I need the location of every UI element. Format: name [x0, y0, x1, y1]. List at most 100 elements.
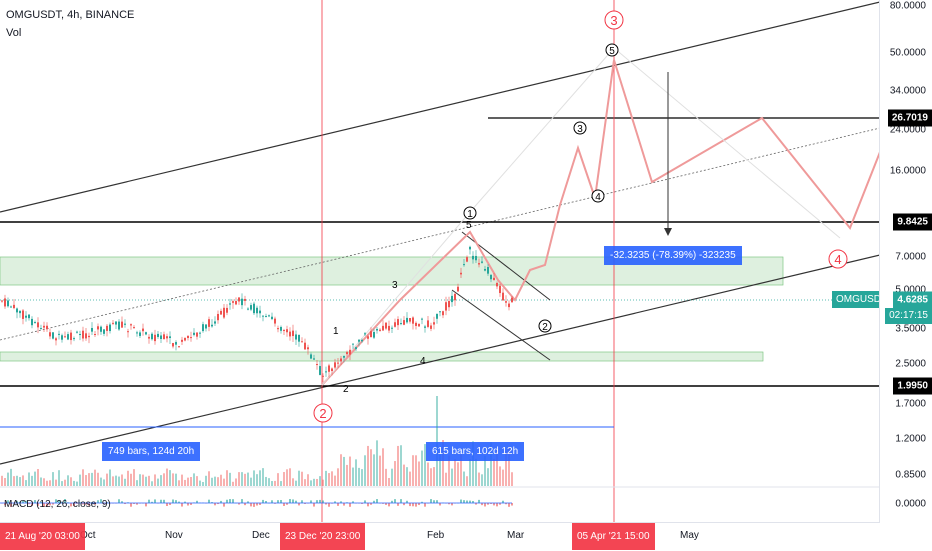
volume-bar — [61, 481, 63, 486]
volume-bar — [385, 468, 387, 486]
volume-bar — [178, 480, 180, 486]
macd-bar — [106, 502, 108, 503]
price-scale[interactable]: 80.0000 50.0000 34.0000 24.0000 16.0000 … — [879, 0, 932, 550]
candle-body — [280, 326, 282, 331]
candle-body — [70, 332, 72, 341]
candle-body — [349, 349, 351, 355]
candle-body — [46, 325, 48, 330]
volume-bar — [100, 477, 102, 486]
macd-bar — [472, 500, 474, 503]
candle-body — [214, 321, 216, 324]
projection-path[interactable] — [321, 59, 880, 386]
volume-bar — [88, 473, 90, 486]
volume-bar — [472, 441, 474, 486]
volume-bar — [400, 445, 402, 486]
volume-bar — [25, 480, 27, 486]
time-marker-mid[interactable]: 23 Dec '20 23:00 — [280, 523, 366, 550]
volume-bar — [43, 478, 45, 486]
macd-bar — [289, 499, 291, 503]
wedge-lower-line[interactable] — [451, 289, 551, 361]
volume-bar — [193, 473, 195, 486]
volume-bar — [466, 476, 468, 486]
channel-upper-line[interactable] — [0, 1, 880, 213]
macd-bar — [343, 503, 345, 506]
macd-bar — [382, 503, 384, 504]
macd-bar — [283, 503, 285, 506]
volume-bar — [388, 477, 390, 486]
volume-bar — [436, 396, 438, 486]
wave-minor-3: 3 — [577, 124, 583, 135]
candle-body — [430, 325, 432, 329]
macd-bar — [298, 503, 300, 506]
macd-bar — [172, 499, 174, 503]
macd-bar — [52, 503, 54, 505]
macd-bar — [187, 503, 189, 506]
macd-bar — [499, 503, 501, 505]
candle-body — [328, 365, 330, 372]
macd-bar — [181, 503, 183, 507]
volume-bar — [49, 480, 51, 486]
candle-body — [37, 322, 39, 328]
volume-bar — [13, 476, 15, 486]
macd-bar — [286, 503, 288, 505]
candle-body — [454, 293, 456, 301]
volume-bar — [268, 478, 270, 486]
channel-lower-line[interactable] — [0, 254, 880, 465]
volume-bar — [73, 480, 75, 486]
candle-body — [67, 334, 69, 340]
volume-bar — [391, 468, 393, 486]
macd-bar — [337, 503, 339, 506]
candle-body — [379, 329, 381, 331]
candle-body — [493, 277, 495, 281]
tick-label: 50.0000 — [889, 47, 926, 59]
time-marker-left[interactable]: 21 Aug '20 03:00 — [0, 523, 85, 550]
macd-bar — [25, 500, 27, 503]
candle-body — [52, 332, 54, 339]
time-marker-right[interactable]: 05 Apr '21 15:00 — [572, 523, 655, 550]
macd-bar — [400, 499, 402, 503]
price-chart-canvas[interactable]: 3 2 4 5 3 1 4 2 1 2 3 4 5 — [0, 0, 880, 550]
volume-bar — [52, 472, 54, 486]
macd-bar — [385, 503, 387, 505]
candle-body — [124, 323, 126, 325]
candle-body — [502, 292, 504, 301]
volume-bar — [367, 445, 369, 486]
tick-label: 1.2000 — [895, 433, 926, 445]
candle-body — [400, 323, 402, 325]
candle-body — [475, 255, 477, 261]
time-axis[interactable] — [0, 522, 880, 551]
macd-bar — [211, 502, 213, 503]
macd-bar — [433, 500, 435, 503]
macd-bar — [436, 500, 438, 503]
candle-body — [355, 347, 357, 350]
bars-range-left[interactable]: 749 bars, 124d 20h — [102, 442, 201, 461]
candle-body — [232, 301, 234, 303]
volume-bar — [175, 473, 177, 486]
volume-bar — [415, 455, 417, 486]
candle-body — [304, 342, 306, 350]
macd-bar — [451, 503, 453, 506]
macd-bar — [388, 503, 390, 507]
macd-bar — [421, 501, 423, 503]
volume-bar — [199, 480, 201, 486]
volume-bar — [91, 472, 93, 486]
macd-bar — [322, 500, 324, 503]
candle-body — [388, 325, 390, 331]
macd-bar — [64, 499, 66, 503]
price-change-box[interactable]: -32.3235 (-78.39%) -323235 — [604, 246, 742, 265]
volume-bar — [184, 479, 186, 486]
macd-bar — [430, 499, 432, 503]
volume-bar — [112, 476, 114, 486]
candle-body — [469, 246, 471, 250]
volume-bar — [283, 472, 285, 486]
candle-body — [160, 335, 162, 340]
channel-mid-line[interactable] — [0, 127, 880, 341]
volume-bar — [451, 468, 453, 486]
tick-label: 1.7000 — [895, 398, 926, 410]
candle-body — [64, 336, 66, 338]
candle-body — [406, 317, 408, 323]
demand-zone[interactable] — [0, 351, 764, 362]
symbol-header[interactable]: OMGUSDT, 4h, BINANCE — [6, 9, 135, 21]
macd-label[interactable]: MACD (12, 26, close, 9) — [4, 499, 111, 510]
bars-range-right[interactable]: 615 bars, 102d 12h — [426, 442, 525, 461]
